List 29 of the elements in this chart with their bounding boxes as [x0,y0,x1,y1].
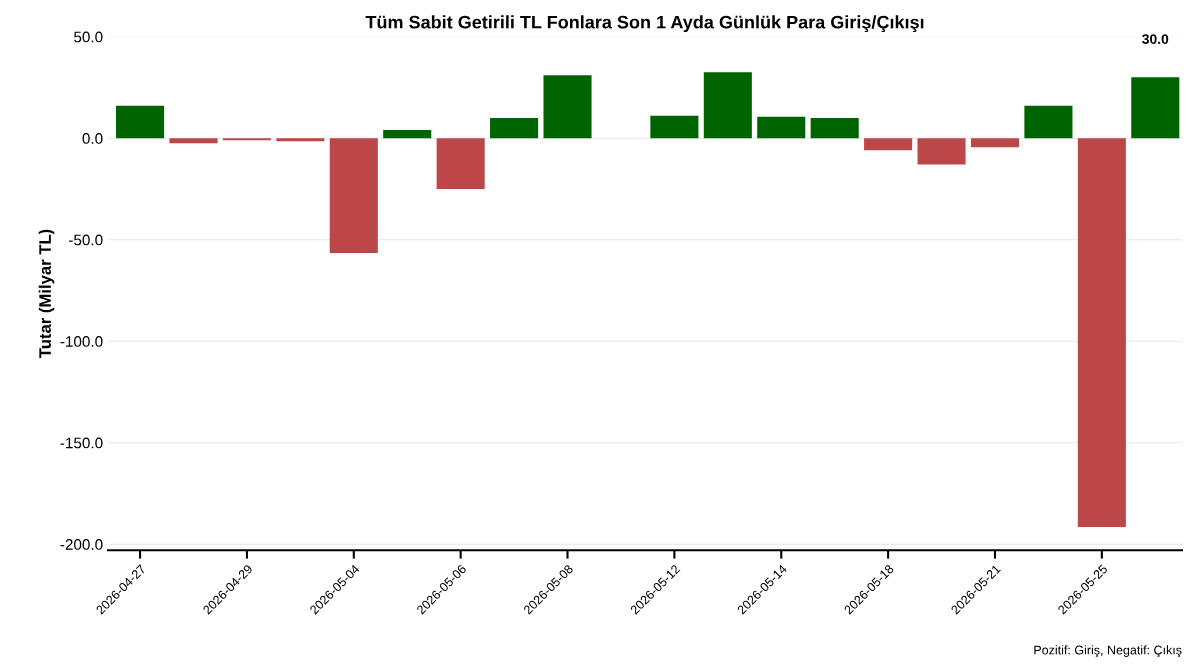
bar [543,75,592,139]
data-label: 30.0 [1142,34,1169,44]
y-tick-label: 50.0 [74,31,103,43]
bar [490,117,539,139]
bar [169,138,218,144]
bar [917,138,966,165]
bar [329,138,378,253]
text: Pozitif: Giriş, Negatif: Çıkış [1034,645,1182,657]
y-axis-title: Tutar (Milyar TL) [38,229,55,358]
y-tick-label: 0.0 [82,133,103,144]
bar [222,138,271,141]
y-tick-label: -200.0 [60,539,103,550]
bar [703,72,752,139]
bar [116,105,165,139]
chart-title: Tüm Sabit Getirili TL Fonlara Son 1 Ayda Günlük Para Giriş/Çıkışı [365,15,924,33]
bar [1131,77,1180,139]
y-tick-label: -50.0 [69,234,103,246]
bar [864,138,913,151]
bar [1024,105,1073,139]
y-tick-label: -100.0 [60,336,103,347]
bar [810,117,859,139]
bar [650,115,699,139]
bar [970,138,1020,148]
bar [1077,138,1126,527]
bar [757,116,806,139]
bar [436,138,485,189]
bar [383,130,432,139]
y-tick-label: -150.0 [60,437,103,449]
bar [276,138,325,142]
